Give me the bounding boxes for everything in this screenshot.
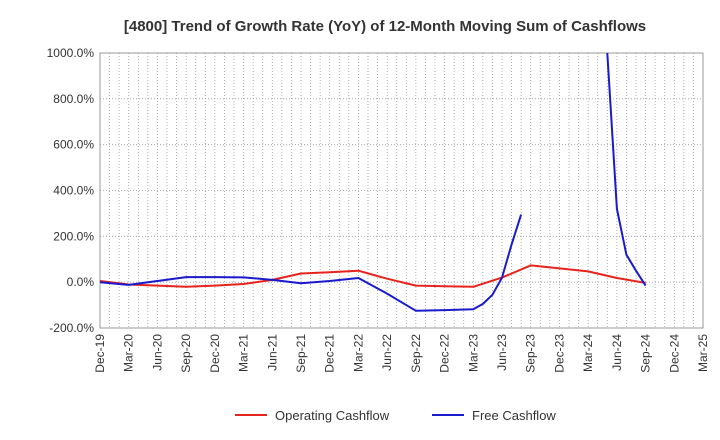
series-layer [100, 52, 647, 312]
x-tick-label: Sep-21 [294, 334, 308, 373]
x-tick-label: Mar-23 [466, 334, 480, 372]
x-tick-label: Sep-20 [179, 334, 193, 373]
x-tick-label: Mar-20 [122, 334, 136, 372]
x-tick-label: Sep-23 [524, 334, 538, 373]
x-tick-label: Jun-20 [150, 334, 164, 371]
x-tick-label: Jun-22 [380, 334, 394, 371]
series-line-free-cashflow [100, 52, 647, 312]
y-tick-label: 1000.0% [47, 46, 95, 60]
y-tick-label: 400.0% [53, 184, 94, 198]
x-tick-label: Dec-24 [667, 334, 681, 373]
x-tick-label: Dec-21 [323, 334, 337, 373]
legend: Operating Cashflow Free Cashflow [235, 408, 556, 423]
x-tick-label: Jun-23 [495, 334, 509, 371]
y-tick-label: -200.0% [49, 321, 94, 335]
x-tick-label: Dec-22 [438, 334, 452, 373]
x-tick-label: Mar-24 [581, 334, 595, 372]
x-axis: Dec-19 Mar-20 Jun-20 Sep-20 Dec-20 Mar-21 Jun-… [93, 334, 710, 373]
x-tick-label: Dec-23 [552, 334, 566, 373]
x-tick-label: Dec-19 [93, 334, 107, 373]
y-tick-label: 600.0% [53, 138, 94, 152]
grid [99, 52, 704, 329]
x-tick-label: Dec-20 [208, 334, 222, 373]
y-tick-label: 200.0% [53, 229, 94, 243]
x-tick-label: Mar-25 [696, 334, 710, 372]
y-tick-label: 0.0% [67, 275, 95, 289]
x-tick-label: Mar-22 [351, 334, 365, 372]
y-tick-label: 800.0% [53, 92, 94, 106]
x-tick-label: Sep-24 [639, 334, 653, 373]
x-tick-label: Mar-21 [237, 334, 251, 372]
legend-label-free-cashflow: Free Cashflow [472, 408, 556, 423]
chart-title: [4800] Trend of Growth Rate (YoY) of 12-… [124, 18, 646, 35]
x-tick-label: Jun-21 [265, 334, 279, 371]
x-tick-label: Sep-22 [409, 334, 423, 373]
y-axis: -200.0% 0.0% 200.0% 400.0% 600.0% 800.0% 1000.… [47, 46, 95, 335]
legend-label-operating-cashflow: Operating Cashflow [275, 408, 390, 423]
x-tick-label: Jun-24 [610, 334, 624, 371]
series-line-operating-cashflow [100, 264, 646, 288]
